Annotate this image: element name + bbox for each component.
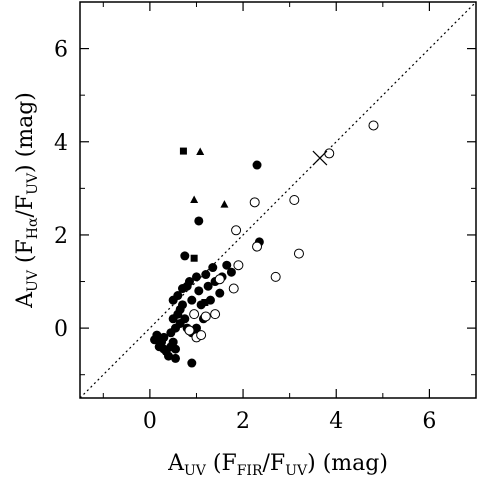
cross-stroke xyxy=(312,150,328,166)
open-circle-point xyxy=(233,260,244,271)
x-label-sub3: UV xyxy=(285,463,308,479)
y-label-sub3: UV xyxy=(25,172,41,195)
filled-circle-point xyxy=(215,288,225,298)
y-label-main: A xyxy=(13,291,38,309)
y-label-sub2: Hα xyxy=(25,217,41,239)
y-label-sub: UV xyxy=(25,269,41,292)
filled-circle-point xyxy=(159,332,169,342)
filled-circle-point xyxy=(180,314,190,324)
open-circle-point xyxy=(368,120,379,131)
filled-circle-point xyxy=(208,263,218,273)
open-circle-point xyxy=(228,283,239,294)
filled-circle-point xyxy=(194,286,204,296)
points-group xyxy=(150,120,379,368)
y-tick-label: 0 xyxy=(54,317,68,342)
filled-circle-point xyxy=(252,160,262,170)
filled-circle-point xyxy=(175,304,185,314)
open-circle-point xyxy=(289,195,300,205)
open-circle-point xyxy=(189,309,200,320)
x-label-rest2: /F xyxy=(263,451,286,476)
x-tick-label: 2 xyxy=(236,409,250,434)
x-tick-label: 4 xyxy=(329,409,343,434)
filled-square-point xyxy=(179,147,187,155)
one-to-one-line xyxy=(79,1,477,399)
x-tick-label: 0 xyxy=(143,409,157,434)
filled-triangle-point xyxy=(190,195,199,203)
filled-circle-point xyxy=(168,337,178,347)
y-label-rest1: (F xyxy=(13,239,38,270)
filled-circle-point xyxy=(159,344,169,354)
y-label-rest2: /F xyxy=(13,195,38,218)
open-circle-point xyxy=(210,309,221,320)
open-circle-point xyxy=(293,248,304,259)
filled-circle-point xyxy=(180,251,190,261)
filled-circle-point xyxy=(187,358,197,368)
open-circle-point xyxy=(214,274,225,285)
filled-circle-point xyxy=(201,270,211,280)
x-tick-label: 6 xyxy=(422,409,436,434)
filled-circle-point xyxy=(194,216,204,226)
x-label-rest3: ) (mag) xyxy=(307,451,388,476)
open-circle-point xyxy=(196,330,207,341)
filled-circle-point xyxy=(191,272,201,282)
ticks-group: 0 2 4 6 0 2 4 6 xyxy=(54,1,477,434)
open-circle-point xyxy=(324,148,335,159)
filled-circle-point xyxy=(164,351,174,361)
y-tick-label: 2 xyxy=(54,224,68,249)
x-label-sub: UV xyxy=(184,463,207,479)
open-circle-point xyxy=(249,197,260,208)
cross-point xyxy=(312,150,328,166)
y-tick-label: 6 xyxy=(54,38,68,63)
filled-circle-point xyxy=(184,277,194,287)
filled-circle-point xyxy=(226,267,236,277)
open-circle-point xyxy=(270,271,281,282)
filled-triangle-point xyxy=(196,147,205,156)
x-axis-label: AUV (FFIR/FUV) (mag) xyxy=(167,451,388,479)
filled-square-point xyxy=(201,298,209,306)
open-circle-point xyxy=(231,225,242,236)
x-label-rest1: (F xyxy=(206,451,237,476)
y-axis-label: AUV (FHα/FUV) (mag) xyxy=(13,92,41,309)
filled-circle-point xyxy=(171,344,181,354)
x-label-main: A xyxy=(167,451,185,476)
y-tick-label: 4 xyxy=(54,131,68,156)
filled-circle-point xyxy=(152,330,162,340)
filled-circle-point xyxy=(173,291,183,301)
one-to-one-line-group xyxy=(79,1,477,399)
open-circle-point xyxy=(200,311,211,322)
plot-frame xyxy=(79,1,477,399)
y-label-rest3: ) (mag) xyxy=(13,92,38,173)
open-circle-point xyxy=(252,241,263,252)
filled-triangle-point xyxy=(220,200,229,208)
filled-square-point xyxy=(190,254,198,262)
filled-circle-point xyxy=(203,281,213,291)
filled-circle-point xyxy=(222,260,232,270)
filled-circle-point xyxy=(171,353,181,363)
x-label-sub2: FIR xyxy=(237,463,263,479)
filled-circle-point xyxy=(187,295,197,305)
open-circle-point xyxy=(184,325,195,336)
